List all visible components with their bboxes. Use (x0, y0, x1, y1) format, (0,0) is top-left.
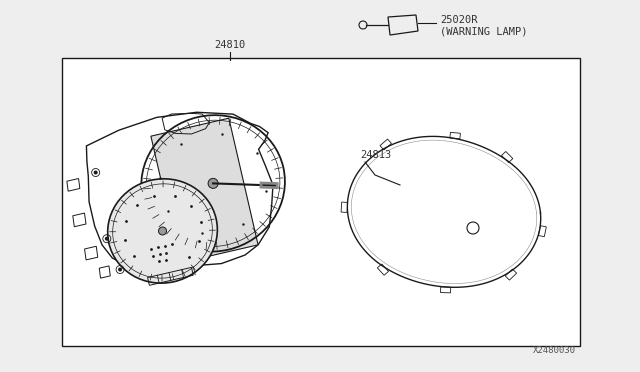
Circle shape (159, 227, 166, 235)
Text: 25020R: 25020R (440, 15, 477, 25)
Circle shape (118, 267, 122, 272)
Bar (62, 58, 580, 346)
Circle shape (208, 179, 218, 188)
Circle shape (105, 237, 109, 241)
Polygon shape (151, 118, 258, 263)
Text: 24810: 24810 (214, 40, 246, 50)
Text: X2480030: X2480030 (533, 346, 576, 355)
Text: (WARNING LAMP): (WARNING LAMP) (440, 26, 527, 36)
Ellipse shape (108, 179, 218, 283)
Text: 24813: 24813 (360, 150, 391, 160)
Circle shape (93, 170, 98, 174)
